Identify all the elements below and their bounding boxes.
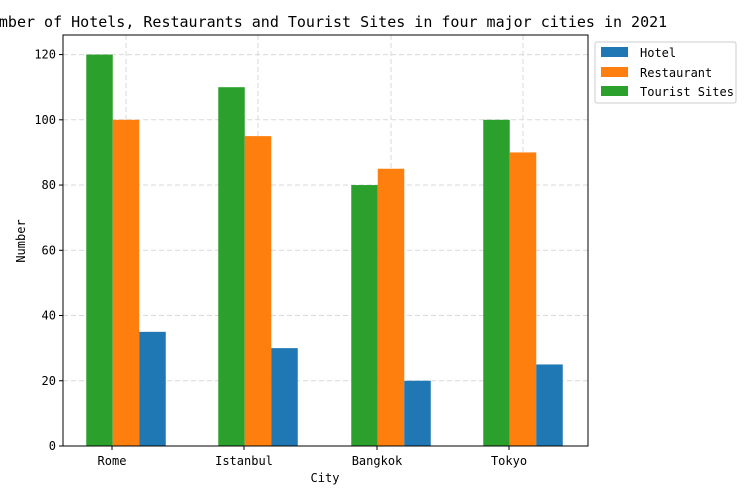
legend-label-hotel: Hotel [640,46,676,60]
y-tick-label: 0 [49,439,56,453]
legend: Hotel Restaurant Tourist Sites [595,42,736,103]
bar-hotel-tokyo [536,364,563,446]
y-tick-label: 60 [42,243,56,257]
bar-tourist-sites-rome [86,55,113,446]
bar-hotel-bangkok [404,381,431,446]
x-axis-ticks: Rome Istanbul Bangkok Tokyo [98,446,528,468]
y-tick-label: 20 [42,374,56,388]
x-axis-label: City [311,471,340,485]
x-tick-label-rome: Rome [98,454,127,468]
bar-tourist-sites-istanbul [218,87,245,446]
legend-swatch-tourist-sites [601,86,628,96]
y-tick-label: 40 [42,309,56,323]
chart-title: Number of Hotels, Restaurants and Touris… [0,13,667,31]
bars [86,55,563,446]
x-tick-label-istanbul: Istanbul [215,454,273,468]
bar-hotel-istanbul [271,348,298,446]
legend-swatch-hotel [601,47,628,57]
x-tick-label-tokyo: Tokyo [491,454,527,468]
x-tick-label-bangkok: Bangkok [352,454,403,468]
legend-label-tourist-sites: Tourist Sites [640,85,734,99]
y-tick-label: 120 [34,48,56,62]
bar-tourist-sites-tokyo [483,120,510,446]
legend-swatch-restaurant [601,67,628,77]
y-axis-ticks: 0 20 40 60 80 100 120 [34,48,63,453]
bar-hotel-rome [139,332,166,446]
bar-tourist-sites-bangkok [351,185,378,446]
bar-restaurant-istanbul [245,136,272,446]
y-axis-label: Number [14,219,28,262]
legend-label-restaurant: Restaurant [640,66,712,80]
y-tick-label: 100 [34,113,56,127]
y-tick-label: 80 [42,178,56,192]
bar-restaurant-bangkok [378,169,405,446]
bar-restaurant-rome [113,120,140,446]
bar-restaurant-tokyo [510,152,537,446]
